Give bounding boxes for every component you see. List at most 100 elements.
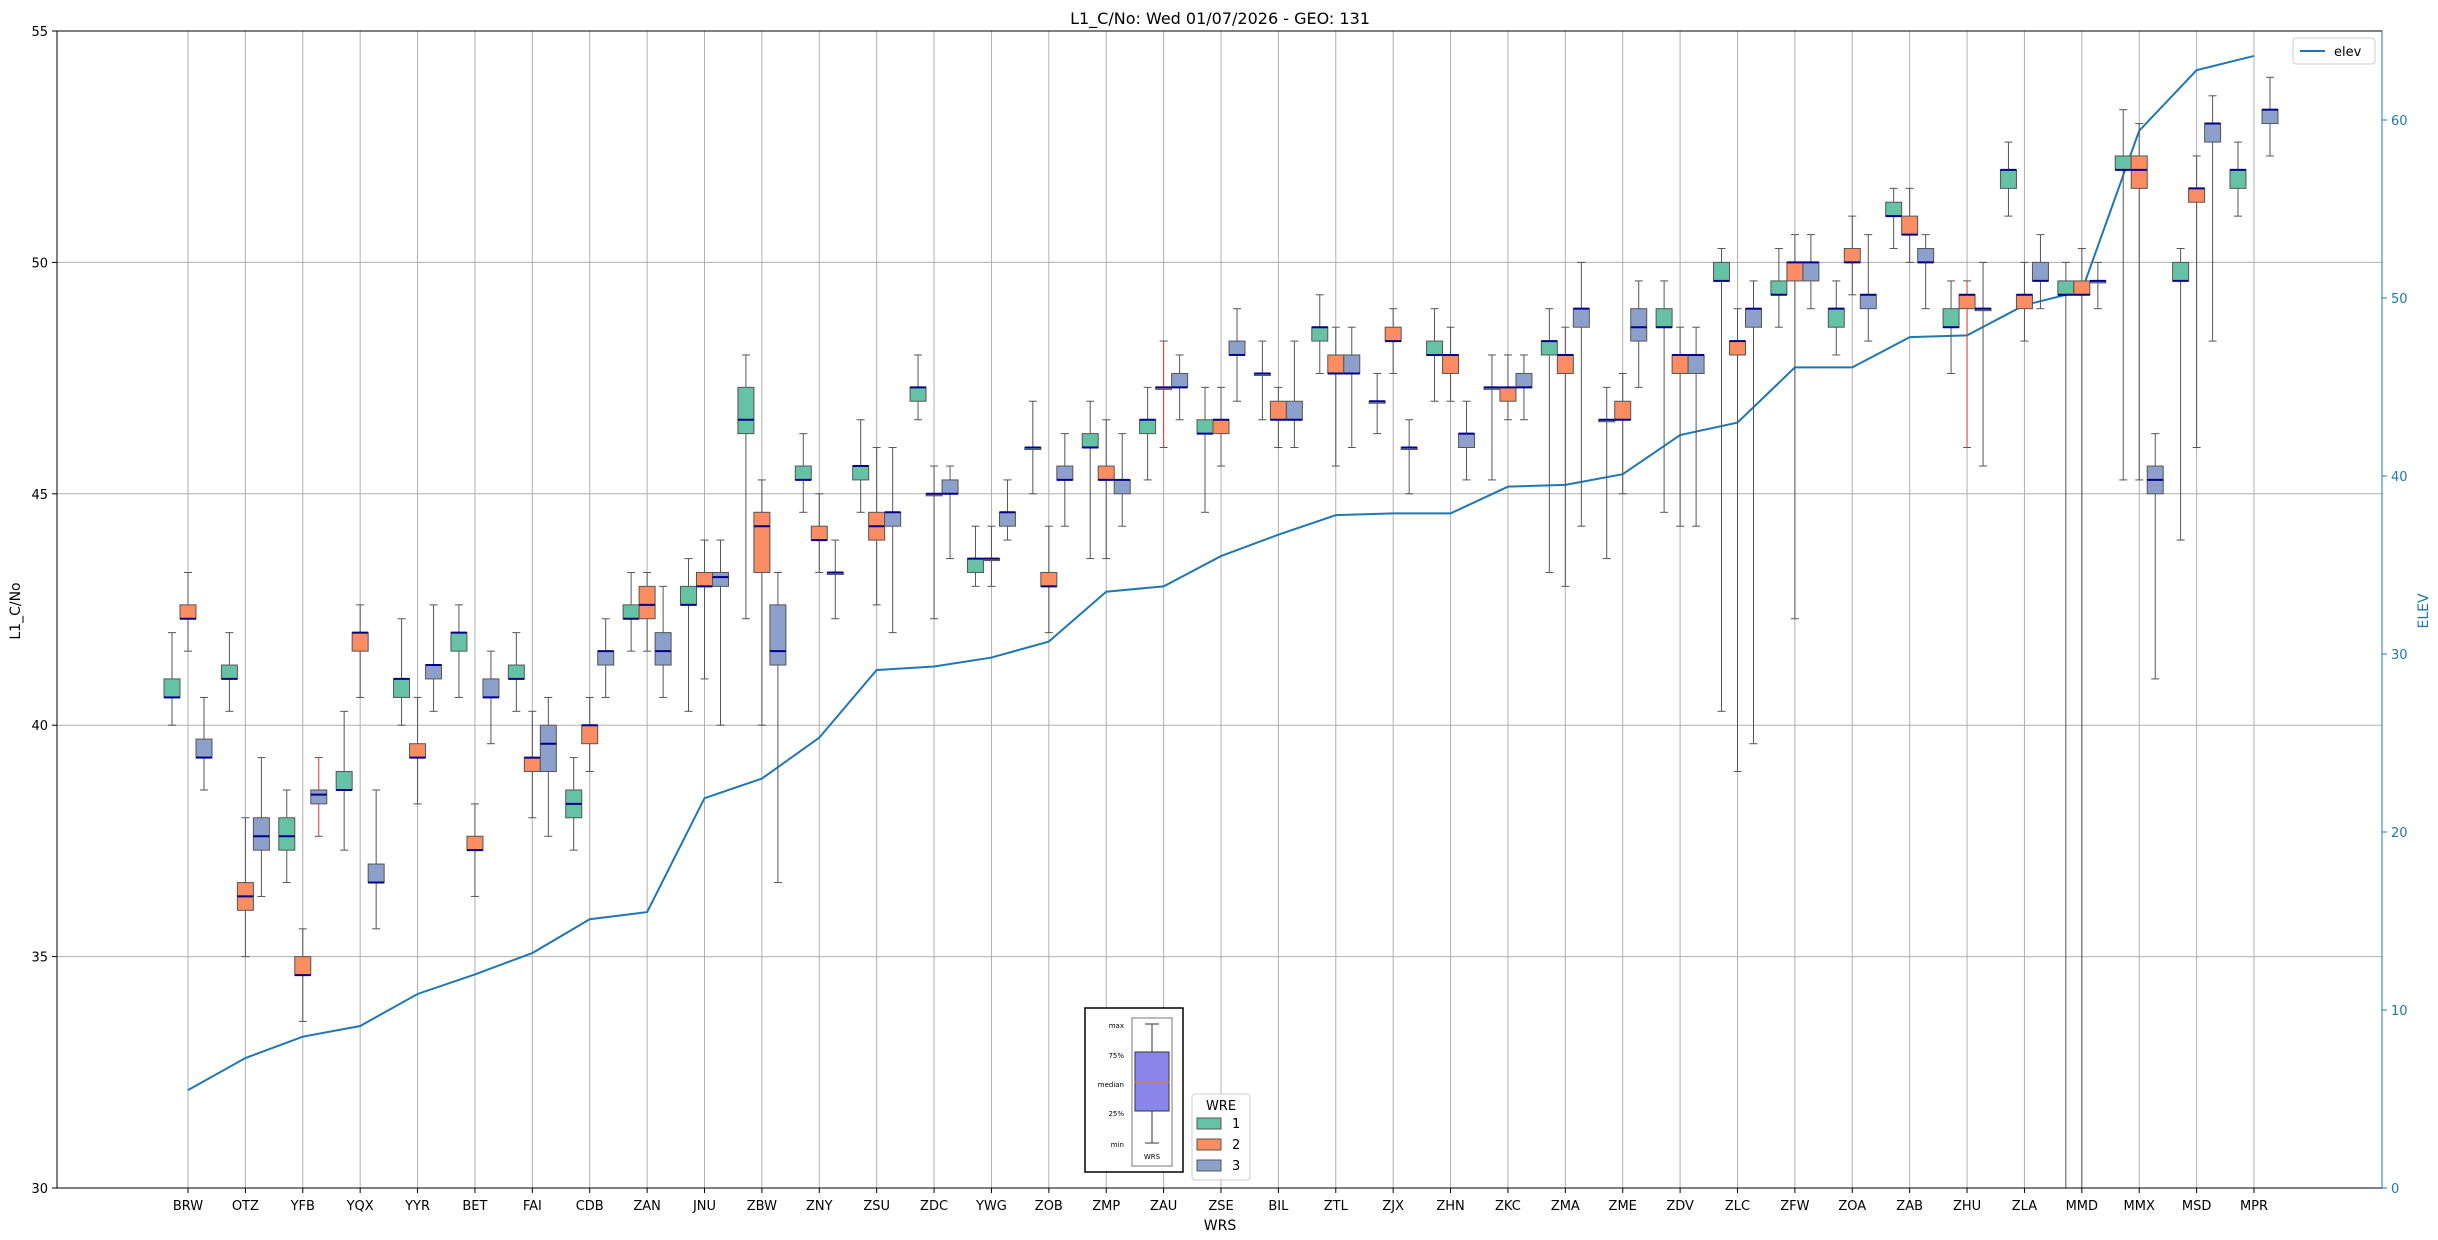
x-tick-label: ZOB — [1035, 1199, 1063, 1214]
x-tick-label: ZNY — [806, 1199, 833, 1214]
box-body — [1843, 248, 1861, 263]
x-tick-label: ZHU — [1953, 1199, 1981, 1214]
x-tick-label: YFB — [290, 1199, 315, 1214]
box-jnu-wre1 — [680, 558, 697, 712]
key-label-1: 75% — [1108, 1052, 1124, 1060]
box-msd-wre3 — [2204, 95, 2222, 342]
box-zhn-wre1 — [1426, 308, 1444, 402]
box-body — [1671, 354, 1689, 374]
box-zhu-wre2 — [1958, 280, 1976, 449]
box-body — [310, 789, 328, 805]
y2-tick-label: 50 — [2391, 292, 2408, 307]
box-body — [1572, 308, 1590, 328]
box-otz-wre1 — [220, 632, 238, 712]
x-tick-label: ZDV — [1666, 1199, 1694, 1214]
box-zob-wre3 — [1056, 433, 1074, 527]
box-zla-wre3 — [2031, 234, 2049, 310]
box-body — [1343, 354, 1361, 374]
box-body — [1556, 354, 1574, 374]
box-zla-wre1 — [1999, 141, 2017, 217]
box-zjx-wre2 — [1384, 308, 1402, 374]
box-body — [2229, 169, 2247, 189]
box-zme-wre3 — [1630, 280, 1648, 388]
y2-axis-label: ELEV — [2416, 593, 2432, 628]
x-tick-label: BRW — [173, 1199, 203, 1214]
box-zkc-wre2 — [1499, 354, 1517, 421]
box-zbw-wre2 — [753, 479, 771, 726]
box-body — [654, 632, 672, 666]
y-tick-label: 30 — [31, 1182, 48, 1197]
box-body — [2204, 123, 2222, 143]
box-cdb-wre2 — [581, 696, 599, 772]
box-body — [1327, 354, 1345, 374]
box-body — [884, 511, 902, 527]
box-zan-wre3 — [654, 585, 672, 698]
x-tick-label: MSD — [2182, 1199, 2211, 1214]
x-tick-label: ZAN — [633, 1199, 661, 1214]
y-tick-label: 45 — [31, 488, 48, 503]
box-zmp-wre3 — [1113, 433, 1131, 527]
box-body — [794, 465, 812, 481]
y-tick-label: 35 — [31, 951, 48, 966]
box-body — [523, 757, 541, 772]
legend-wre: WRE 1 2 3 — [1191, 1093, 1251, 1181]
box-body — [712, 571, 729, 587]
box-body — [1713, 261, 1730, 282]
box-body — [1212, 419, 1230, 435]
x-tick-label: ZSU — [863, 1199, 890, 1214]
box-body — [1269, 400, 1287, 421]
x-tick-label: ZME — [1609, 1199, 1637, 1214]
box-zdc-wre3 — [941, 465, 959, 560]
box-body — [810, 525, 828, 541]
box-zoa-wre2 — [1843, 215, 1861, 296]
box-body — [1426, 340, 1444, 356]
box-ywg-wre2 — [982, 525, 1000, 587]
box-body — [351, 632, 369, 652]
box-jnu-wre2 — [696, 539, 713, 680]
box-bil-wre1 — [1253, 340, 1271, 421]
box-body — [998, 511, 1016, 527]
y2-tick-label: 0 — [2391, 1182, 2399, 1197]
box-body — [1687, 354, 1705, 374]
y-tick-label: 50 — [31, 256, 48, 271]
x-tick-label: ZOA — [1838, 1199, 1866, 1214]
x-tick-label: ZSE — [1208, 1199, 1233, 1214]
x-tick-label: ZLA — [2012, 1199, 2037, 1214]
key-label-3: 25% — [1108, 1110, 1124, 1118]
box-body — [1859, 294, 1877, 310]
x-axis-label: WRS — [1204, 1218, 1237, 1234]
axes: BRW OTZ YFB YQX YYR BET FAI CDB ZAN JNU ZBW ZNY ZSU Z… — [31, 25, 2407, 1214]
box-fai-wre3 — [539, 696, 557, 837]
x-tick-label: OTZ — [232, 1199, 259, 1214]
box-body — [294, 956, 312, 976]
box-zsu-wre3 — [884, 447, 902, 634]
y2-tick-label: 30 — [2391, 648, 2408, 663]
box-body — [1097, 465, 1115, 481]
box-zab-wre1 — [1885, 187, 1903, 250]
legend-wre-title: WRE — [1206, 1099, 1236, 1114]
box-body — [1729, 340, 1746, 356]
y-tick-label: 55 — [31, 25, 48, 40]
box-body — [1540, 340, 1558, 356]
box-body — [1917, 248, 1935, 263]
box-zob-wre1 — [1024, 400, 1042, 495]
box-zhn-wre3 — [1458, 400, 1476, 481]
box-body — [1515, 372, 1533, 388]
box-body — [507, 664, 525, 680]
box-zdv-wre1 — [1655, 280, 1673, 513]
box-body — [2057, 280, 2075, 296]
box-zau-wre1 — [1139, 386, 1157, 481]
legends: elev WRE 1 2 3 max 75% median 25% min WRS — [1084, 37, 2376, 1181]
box-zse-wre2 — [1212, 386, 1230, 467]
box-zma-wre2 — [1556, 326, 1574, 587]
box-zny-wre2 — [810, 493, 828, 573]
box-mmx-wre3 — [2146, 433, 2164, 680]
box-zoa-wre1 — [1827, 280, 1845, 356]
box-zma-wre1 — [1540, 308, 1558, 573]
box-body — [1081, 433, 1099, 449]
x-tick-label: ZKC — [1495, 1199, 1521, 1214]
box-zhu-wre1 — [1942, 280, 1960, 374]
box-body — [1458, 433, 1476, 449]
box-body — [1171, 372, 1189, 388]
